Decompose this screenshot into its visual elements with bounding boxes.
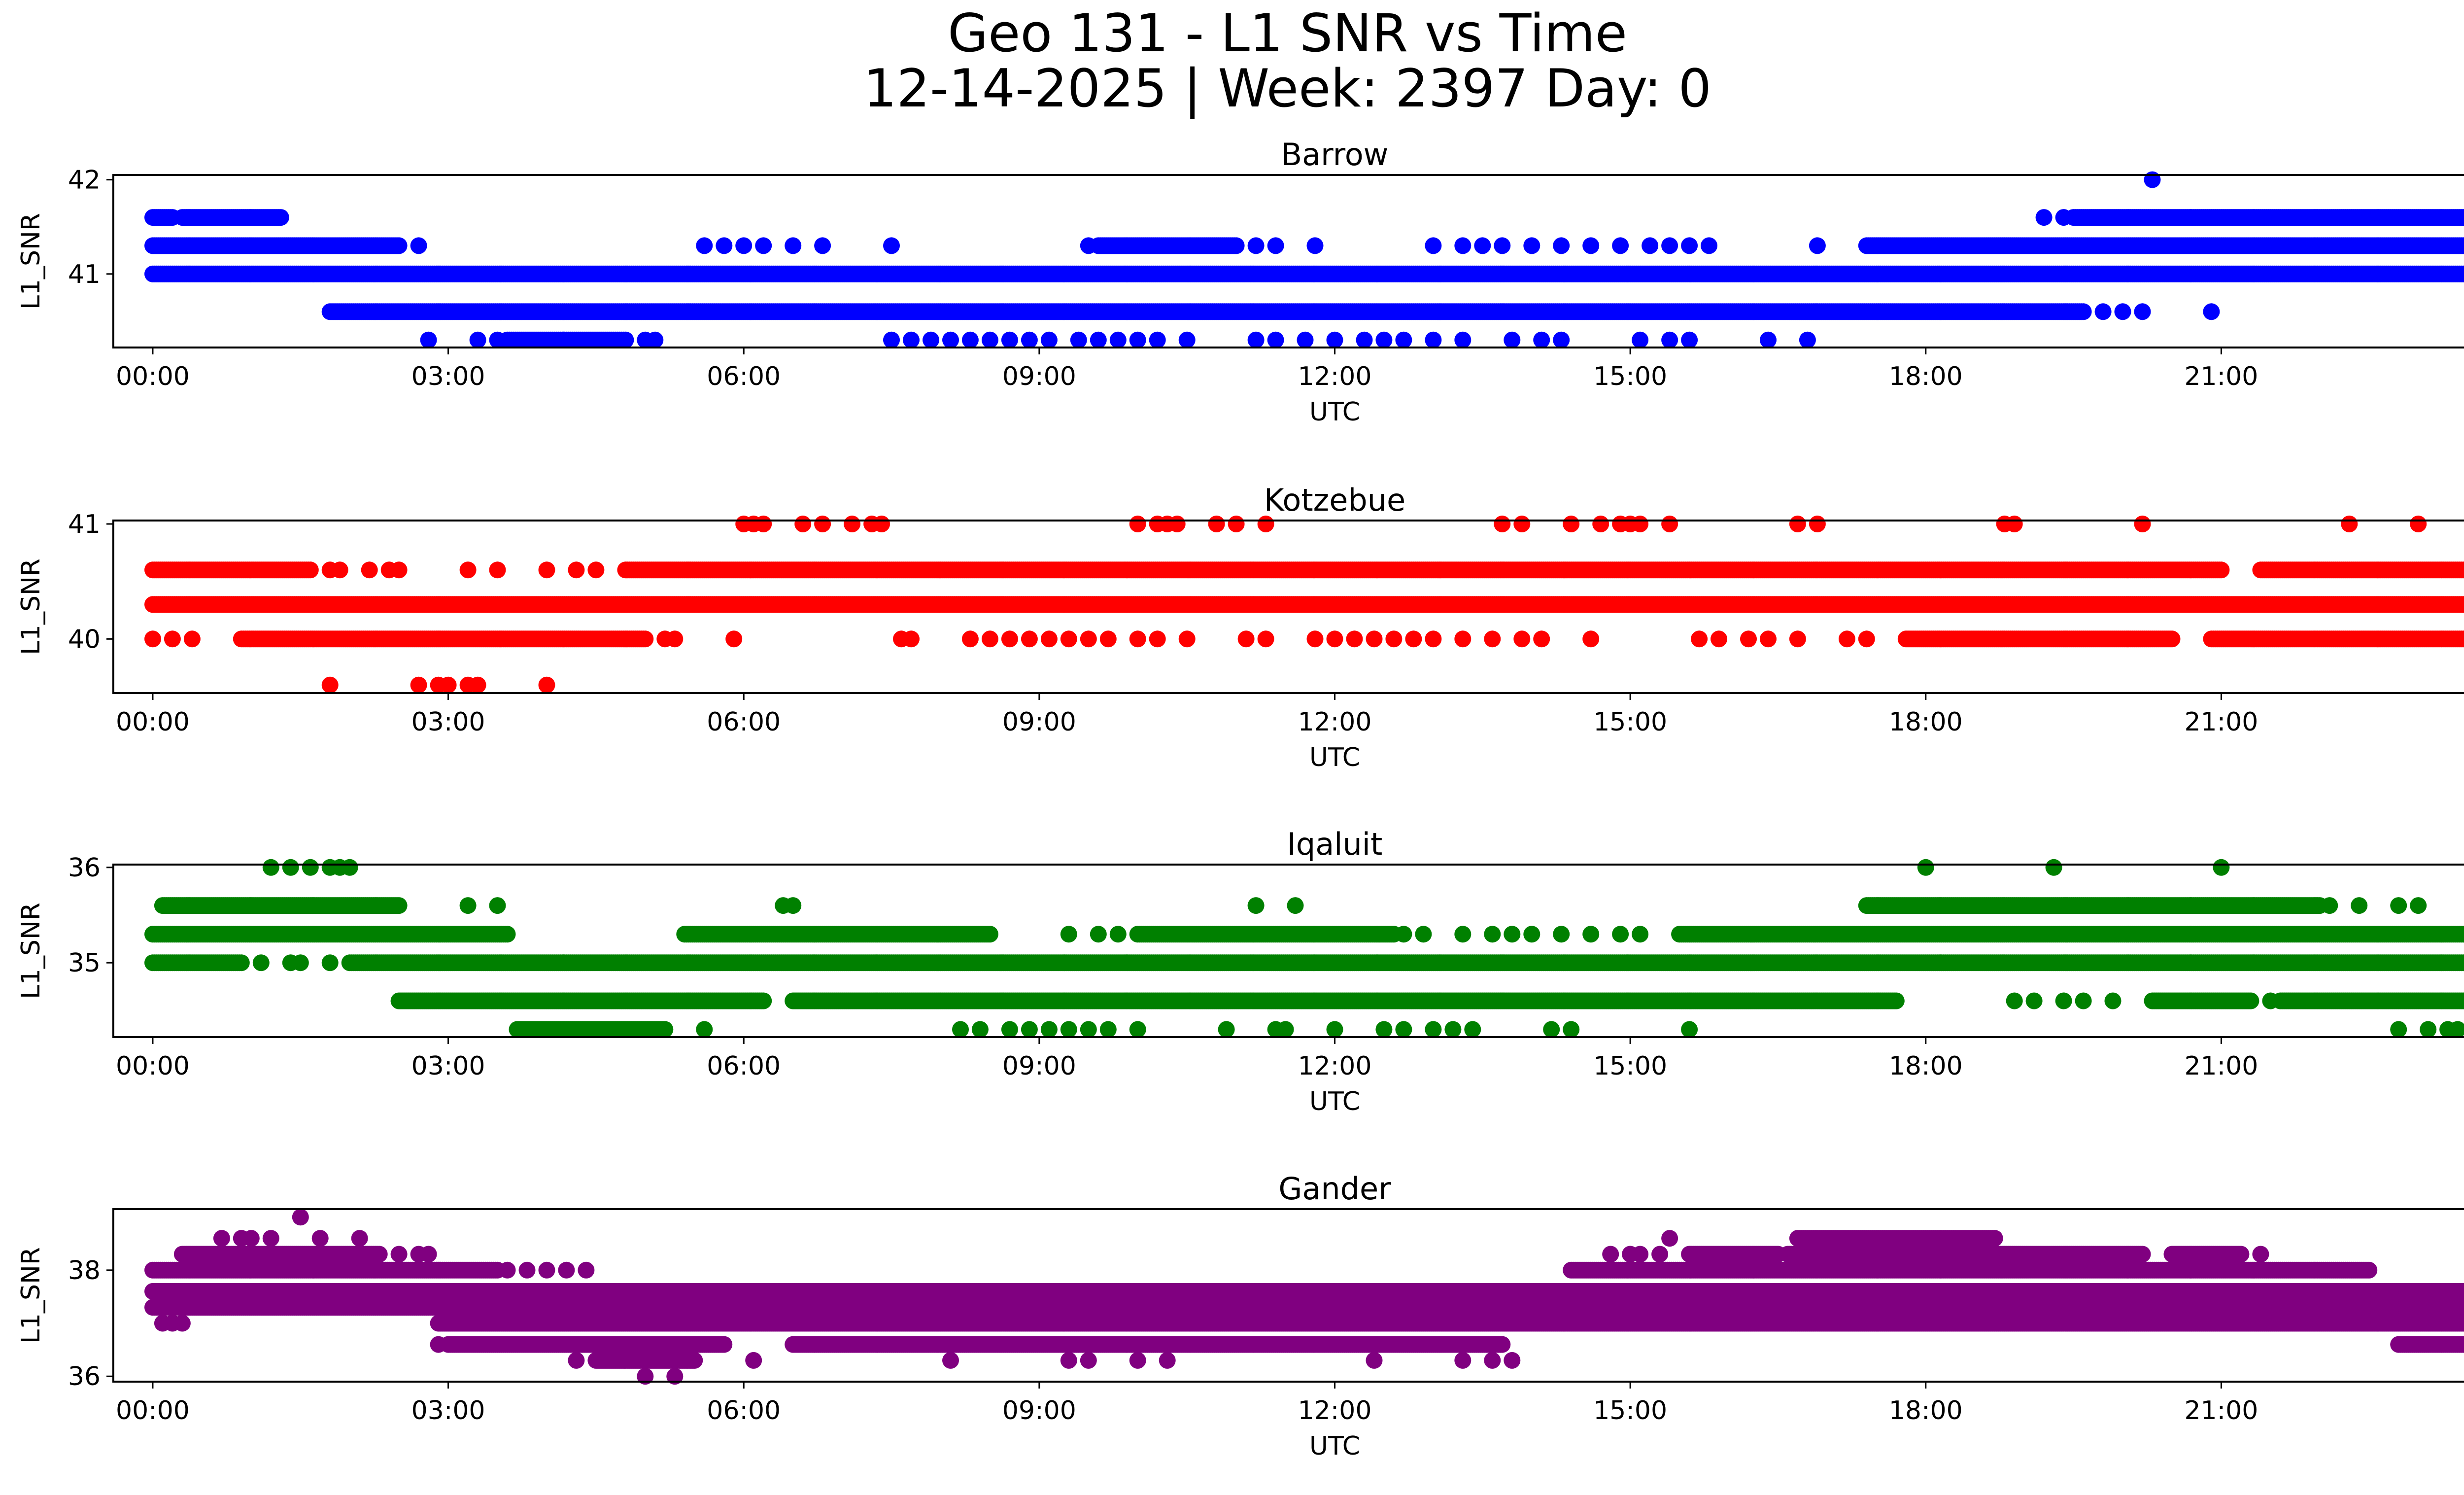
x-axis-label-barrow: UTC (1309, 397, 1360, 427)
data-point (1297, 331, 1314, 348)
data-point (390, 237, 408, 254)
data-point (814, 237, 831, 254)
data-point (1228, 237, 1245, 254)
figure-title: Geo 131 - L1 SNR vs Time 12-14-2025 | We… (0, 6, 2464, 116)
data-point (1109, 331, 1127, 348)
data-point (489, 331, 506, 348)
data-point (1632, 331, 1649, 348)
data-point (2055, 209, 2072, 226)
data-point (1533, 331, 1550, 348)
data-point (420, 331, 437, 348)
data-point (410, 237, 427, 254)
data-point (1661, 331, 1678, 348)
data-point (1306, 237, 1324, 254)
data-point (1247, 331, 1265, 348)
data-point (903, 331, 920, 348)
data-point (1070, 331, 1087, 348)
data-point (1149, 331, 1166, 348)
data-point (1021, 331, 1038, 348)
data-point (1612, 237, 1629, 254)
data-point (1395, 331, 1412, 348)
data-point (272, 209, 289, 226)
data-point (1129, 331, 1146, 348)
data-point (1799, 331, 1816, 348)
data-point (923, 331, 939, 348)
data-point (1454, 237, 1472, 254)
x-tick-label: 09:00 (1002, 362, 1076, 391)
data-point (1178, 331, 1196, 348)
data-point (1001, 331, 1018, 348)
panel-title-barrow: Barrow (1281, 137, 1389, 173)
data-points-kotzebue (144, 516, 2464, 694)
data-point (942, 331, 959, 348)
data-points-barrow (144, 171, 2464, 348)
data-point (1375, 331, 1393, 348)
data-point (1494, 237, 1511, 254)
x-tick-label: 15:00 (1593, 362, 1667, 391)
data-point (1553, 237, 1570, 254)
data-point (716, 237, 733, 254)
data-point (1523, 237, 1540, 254)
data-point (647, 331, 664, 348)
y-tick-label: 41 (68, 260, 101, 289)
data-point (1760, 331, 1777, 348)
data-point (1454, 331, 1472, 348)
data-point (2075, 303, 2092, 320)
data-point (1701, 237, 1717, 254)
data-point (1425, 237, 1442, 254)
data-point (1642, 237, 1659, 254)
data-point (1326, 331, 1343, 348)
chart-kotzebue: 00:00 03:00 06:00 09:00 12:00 15:00 18:00 21:00… (16, 482, 2464, 772)
data-point (735, 237, 753, 254)
data-point (2134, 303, 2151, 320)
data-point (1474, 237, 1491, 254)
x-tick-label: 12:00 (1298, 362, 1372, 391)
data-point (1681, 237, 1698, 254)
data-point (1425, 331, 1442, 348)
data-point (1267, 331, 1284, 348)
data-point (1661, 237, 1678, 254)
data-point (1681, 331, 1698, 348)
data-point (2094, 303, 2112, 320)
data-point (961, 331, 979, 348)
figure-title-line-1: Geo 131 - L1 SNR vs Time (947, 3, 1628, 64)
x-tick-label: 21:00 (2184, 362, 2258, 391)
y-axis-label-barrow: L1_SNR (16, 213, 46, 310)
data-point (469, 331, 486, 348)
data-point (2114, 303, 2131, 320)
data-point (1809, 237, 1826, 254)
data-point (1504, 331, 1521, 348)
y-tick-label: 42 (68, 166, 101, 195)
data-point (1582, 237, 1600, 254)
x-tick-label: 18:00 (1889, 362, 1963, 391)
data-point (883, 237, 900, 254)
data-point (617, 331, 634, 348)
data-point (1247, 237, 1265, 254)
figure-title-line-2: 12-14-2025 | Week: 2397 Day: 0 (863, 58, 1711, 119)
data-point (696, 237, 713, 254)
data-point (1040, 331, 1058, 348)
data-point (2144, 171, 2161, 188)
data-point (1080, 237, 1097, 254)
data-point (1267, 237, 1284, 254)
x-tick-label: 06:00 (707, 362, 781, 391)
data-point (755, 237, 772, 254)
data-point (2035, 209, 2053, 226)
plot-frame-barrow (112, 174, 2464, 348)
data-point (785, 237, 802, 254)
data-point (1356, 331, 1373, 348)
data-point (302, 561, 319, 579)
data-point (1090, 331, 1107, 348)
data-point (2203, 303, 2220, 320)
chart-barrow: 00:00 03:00 06:00 09:00 12:00 15:00 18:00 21:00… (16, 137, 2464, 427)
data-point (981, 331, 998, 348)
x-tick-label: 00:00 (116, 362, 190, 391)
data-point (883, 331, 900, 348)
x-tick-label: 03:00 (411, 362, 485, 391)
data-point (1553, 331, 1570, 348)
